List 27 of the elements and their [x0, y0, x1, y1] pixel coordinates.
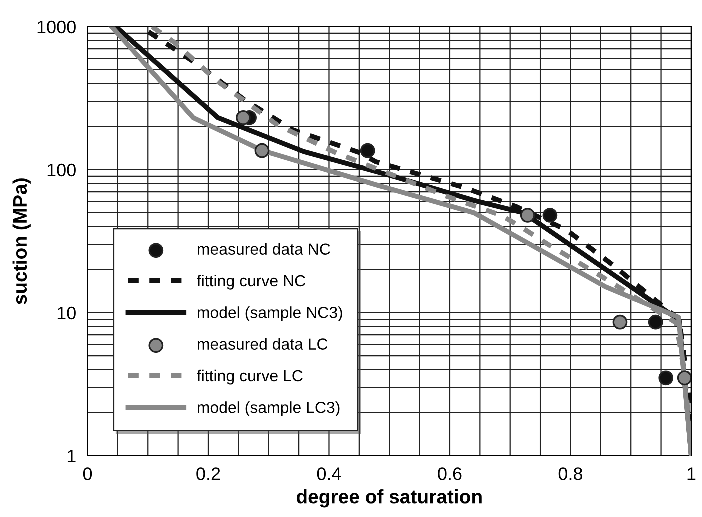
legend-label: model (sample NC3) [198, 306, 342, 322]
point [360, 143, 376, 158]
x-tick-label: 0.6 [438, 468, 462, 480]
point [254, 143, 270, 158]
point [677, 370, 692, 386]
point [648, 314, 664, 330]
x-tick-label: 0.2 [196, 468, 220, 480]
point [612, 314, 628, 330]
legend-label: measured data NC [198, 243, 330, 256]
x-tick-label: 0.8 [558, 468, 582, 480]
x-axis-title: degree of saturation [296, 489, 482, 508]
point [236, 110, 251, 126]
y-axis-title: suction (MPa) [12, 178, 31, 304]
point [542, 208, 558, 223]
x-tick-label: 0.4 [317, 468, 342, 480]
point [658, 370, 674, 386]
legend-label: measured data LC [198, 338, 328, 350]
y-tick-label: 1000 [38, 20, 76, 34]
legend-label: model (sample LC3) [198, 402, 340, 416]
x-tick-label: 0 [83, 468, 92, 480]
y-tick-label: 100 [48, 164, 76, 177]
legend-label: fitting curve LC [197, 370, 303, 385]
legend-label: fitting curve NC [197, 274, 306, 290]
y-tick-label: 10 [58, 306, 76, 320]
x-tick-label: 1 [688, 468, 696, 480]
point [520, 208, 536, 223]
y-tick-label: 1 [68, 450, 76, 463]
